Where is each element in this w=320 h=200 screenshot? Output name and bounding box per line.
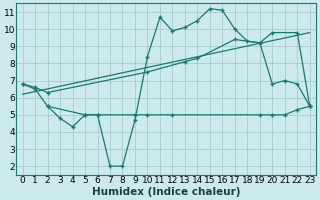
X-axis label: Humidex (Indice chaleur): Humidex (Indice chaleur) (92, 187, 240, 197)
